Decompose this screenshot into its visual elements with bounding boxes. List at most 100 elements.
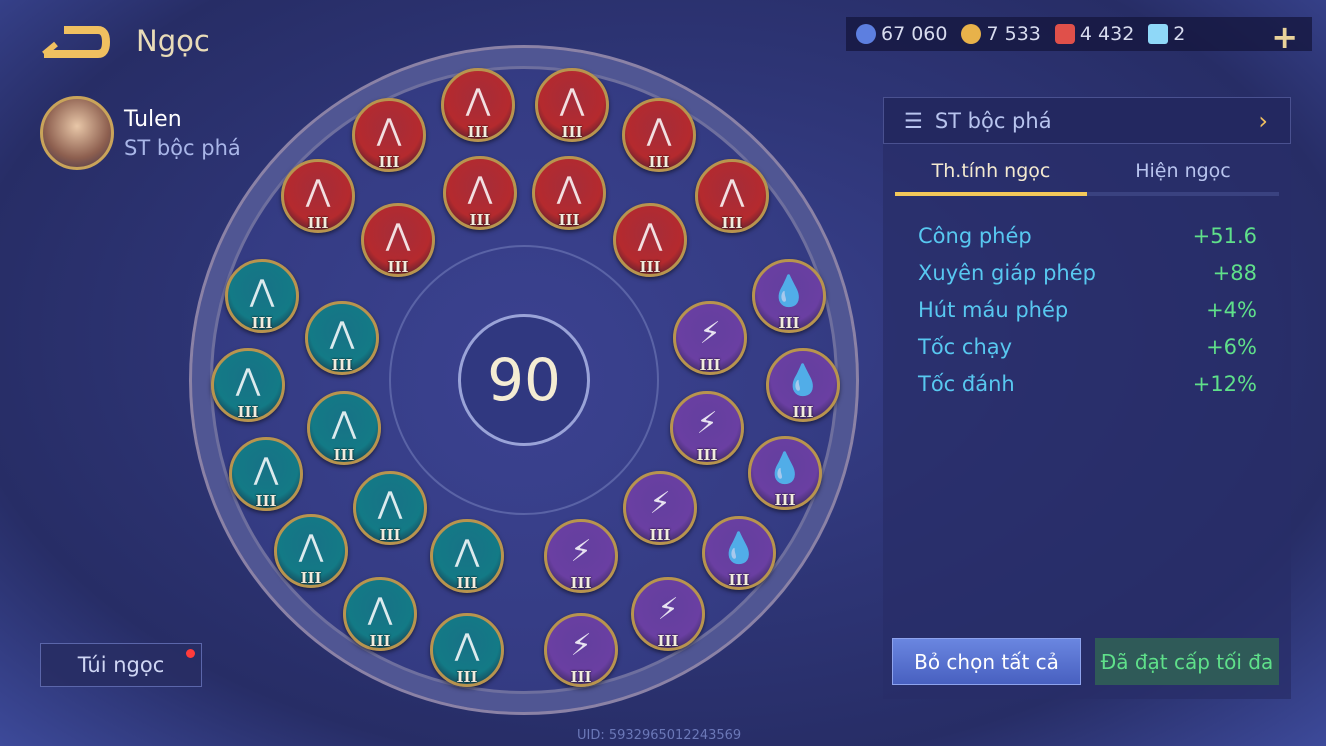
red-arcana-slot[interactable]: ⋀ III [613, 203, 687, 277]
tier-label: III [456, 574, 478, 592]
avatar[interactable] [40, 96, 114, 170]
tier-label: III [657, 632, 679, 650]
teal-arcana-icon: ⋀ [249, 274, 275, 309]
teal-arcana-slot[interactable]: ⋀ III [229, 437, 303, 511]
teal-arcana-slot[interactable]: ⋀ III [225, 259, 299, 333]
stat-label: Công phép [918, 224, 1032, 248]
teal-arcana-icon: ⋀ [377, 486, 403, 521]
teal-arcana-slot[interactable]: ⋀ III [430, 519, 504, 593]
teal-arcana-slot[interactable]: ⋀ III [305, 301, 379, 375]
red-arcana-slot[interactable]: ⋀ III [535, 68, 609, 142]
stat-value: +51.6 [1192, 224, 1257, 248]
max-level-button: Đã đạt cấp tối đa [1095, 638, 1279, 685]
blue-coin-value: 67 060 [881, 23, 948, 45]
tab-attributes[interactable]: Th.tính ngọc [895, 160, 1087, 196]
resource-blue-coin: 67 060 [856, 23, 947, 45]
red-arcana-slot[interactable]: ⋀ III [352, 98, 426, 172]
red-arcana-slot[interactable]: ⋀ III [532, 156, 606, 230]
tier-label: III [696, 446, 718, 464]
hero-name: Tulen [124, 106, 182, 132]
purple-bolt-arcana-slot[interactable]: ⚡ III [673, 301, 747, 375]
tab-show-arcana[interactable]: Hiện ngọc [1135, 160, 1231, 182]
stat-row: Công phép +51.6 [918, 224, 1257, 261]
teal-arcana-slot[interactable]: ⋀ III [211, 348, 285, 422]
gold-coin-value: 7 533 [986, 23, 1041, 45]
tier-label: III [300, 569, 322, 587]
stat-row: Hút máu phép +4% [918, 298, 1257, 335]
stat-row: Xuyên giáp phép +88 [918, 261, 1257, 298]
resource-red-gem: 4 432 [1054, 23, 1135, 45]
red-arcana-icon: ⋀ [465, 83, 491, 118]
teal-arcana-icon: ⋀ [367, 592, 393, 627]
stat-row: Tốc chạy +6% [918, 335, 1257, 372]
teal-arcana-slot[interactable]: ⋀ III [274, 514, 348, 588]
resource-gold-coin: 7 533 [961, 23, 1041, 45]
red-arcana-slot[interactable]: ⋀ III [695, 159, 769, 233]
tier-label: III [778, 314, 800, 332]
stat-label: Tốc chạy [918, 335, 1013, 359]
red-arcana-slot[interactable]: ⋀ III [281, 159, 355, 233]
tier-label: III [469, 211, 491, 229]
gold-coin-icon [961, 24, 982, 44]
stat-value: +4% [1206, 298, 1257, 322]
stat-label: Tốc đánh [918, 372, 1015, 396]
resource-blue-card: 2 [1148, 23, 1185, 45]
inner-ring [389, 245, 659, 515]
blue-card-icon [1148, 24, 1169, 44]
chevron-right-icon: › [1258, 106, 1268, 135]
purple-drop-arcana-slot[interactable]: 💧 III [748, 436, 822, 510]
purple-bolt-arcana-icon: ⚡ [570, 534, 592, 569]
teal-arcana-slot[interactable]: ⋀ III [307, 391, 381, 465]
teal-arcana-icon: ⋀ [329, 316, 355, 351]
teal-arcana-slot[interactable]: ⋀ III [430, 613, 504, 687]
red-arcana-icon: ⋀ [467, 171, 493, 206]
teal-arcana-icon: ⋀ [454, 628, 480, 663]
red-gem-value: 4 432 [1079, 23, 1135, 45]
purple-bolt-arcana-slot[interactable]: ⚡ III [631, 577, 705, 651]
red-arcana-slot[interactable]: ⋀ III [622, 98, 696, 172]
tier-label: III [728, 571, 750, 589]
tier-label: III [378, 153, 400, 171]
red-arcana-slot[interactable]: ⋀ III [443, 156, 517, 230]
back-icon[interactable] [40, 22, 110, 62]
red-arcana-icon: ⋀ [559, 83, 585, 118]
tier-label: III [561, 123, 583, 141]
tier-label: III [379, 526, 401, 544]
stat-label: Xuyên giáp phép [918, 261, 1096, 285]
red-arcana-slot[interactable]: ⋀ III [361, 203, 435, 277]
deselect-all-button[interactable]: Bỏ chọn tất cả [892, 638, 1081, 685]
tier-label: III [774, 491, 796, 509]
arcana-bag-button[interactable]: Túi ngọc [40, 643, 202, 687]
list-icon: ☰ [904, 108, 923, 133]
tier-label: III [792, 403, 814, 421]
page-title: Ngọc [136, 24, 210, 58]
hero-info[interactable]: Tulen ST bộc phá [40, 96, 241, 170]
purple-drop-arcana-icon: 💧 [784, 363, 822, 398]
top-bar: Ngọc 67 060 7 533 4 432 2 + [0, 0, 1326, 80]
blue-coin-icon [856, 24, 876, 44]
tier-label: III [649, 526, 671, 544]
tier-label: III [333, 446, 355, 464]
red-arcana-icon: ⋀ [385, 218, 411, 253]
teal-arcana-icon: ⋀ [253, 452, 279, 487]
tabs: Th.tính ngọc Hiện ngọc [895, 160, 1279, 196]
red-arcana-slot[interactable]: ⋀ III [441, 68, 515, 142]
teal-arcana-slot[interactable]: ⋀ III [353, 471, 427, 545]
tier-label: III [237, 403, 259, 421]
user-id: UID: 5932965012243569 [577, 728, 742, 743]
purple-drop-arcana-slot[interactable]: 💧 III [766, 348, 840, 422]
purple-bolt-arcana-slot[interactable]: ⚡ III [544, 613, 618, 687]
teal-arcana-slot[interactable]: ⋀ III [343, 577, 417, 651]
teal-arcana-icon: ⋀ [298, 529, 324, 564]
red-arcana-icon: ⋀ [556, 171, 582, 206]
preset-selector[interactable]: ☰ ST bộc phá › [883, 97, 1291, 144]
purple-bolt-arcana-slot[interactable]: ⚡ III [623, 471, 697, 545]
add-resource-button[interactable]: + [1271, 18, 1298, 56]
purple-drop-arcana-slot[interactable]: 💧 III [752, 259, 826, 333]
tier-label: III [307, 214, 329, 232]
purple-bolt-arcana-slot[interactable]: ⚡ III [670, 391, 744, 465]
purple-bolt-arcana-slot[interactable]: ⚡ III [544, 519, 618, 593]
red-arcana-icon: ⋀ [305, 174, 331, 209]
purple-drop-arcana-slot[interactable]: 💧 III [702, 516, 776, 590]
stat-value: +6% [1206, 335, 1257, 359]
